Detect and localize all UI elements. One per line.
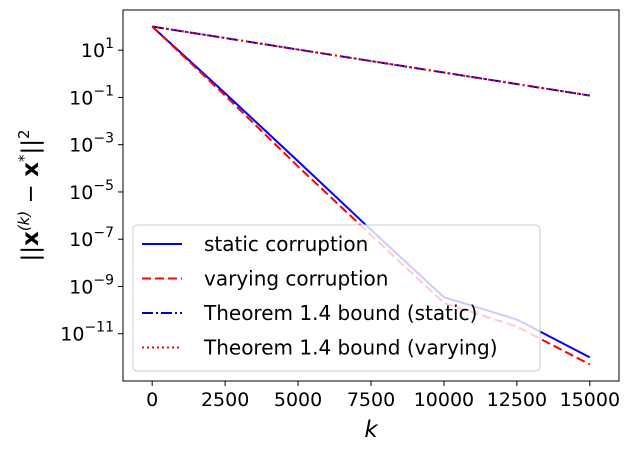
x-tick-label: 0 <box>146 389 158 411</box>
legend: static corruption varying corruption Theor… <box>132 224 541 372</box>
y-tick-label: 10−7 <box>69 225 114 251</box>
y-axis-label: ||x(k) − x*||2 <box>15 129 44 261</box>
x-tick-label: 7500 <box>347 389 395 411</box>
y-tick-label: 10−1 <box>69 83 114 109</box>
series-line-4 <box>152 25 590 97</box>
x-tick-label: 2500 <box>201 389 249 411</box>
legend-entry-1: static corruption <box>204 232 368 256</box>
x-tick-label: 5000 <box>274 389 322 411</box>
y-tick-label: 10−3 <box>69 131 114 157</box>
legend-entry-2: varying corruption <box>204 267 388 291</box>
legend-box <box>132 224 541 372</box>
y-axis: 101 10−1 10−3 10−5 10−7 10−9 10−11 <box>60 36 123 346</box>
legend-entry-4: Theorem 1.4 bound (varying) <box>203 336 498 360</box>
legend-entry-3: Theorem 1.4 bound (static) <box>203 301 477 325</box>
x-axis: 0 2500 5000 7500 10000 12500 15000 <box>146 381 620 411</box>
series-line-3 <box>152 25 590 97</box>
x-tick-label: 15000 <box>560 389 620 411</box>
y-tick-label: 10−5 <box>69 178 114 204</box>
x-tick-label: 10000 <box>414 389 474 411</box>
y-tick-label: 10−9 <box>69 272 114 298</box>
y-axis-label-text: ||x(k) − x*||2 <box>15 129 44 261</box>
x-axis-label: k <box>364 417 379 443</box>
y-tick-label: 10−11 <box>60 320 114 346</box>
y-tick-label: 101 <box>81 36 114 62</box>
x-tick-label: 12500 <box>487 389 547 411</box>
